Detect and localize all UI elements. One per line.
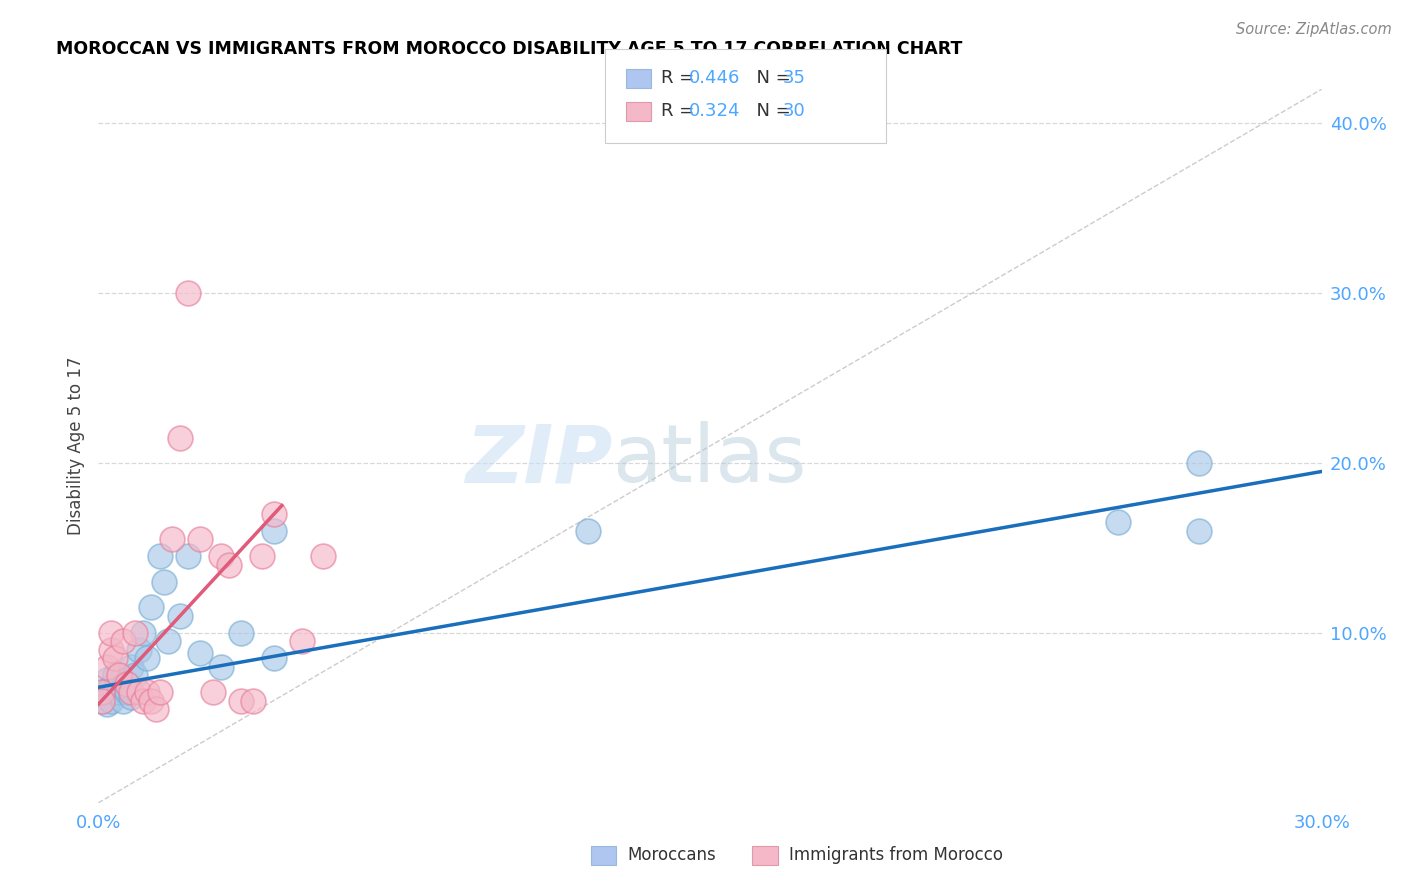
Point (91, 685, 114, 699)
Point (91, 685, 114, 699)
Point (152, 574, 174, 589)
Point (132, 694, 155, 708)
Point (111, 634, 134, 648)
Point (124, 626, 146, 640)
Text: 0.324: 0.324 (689, 103, 741, 120)
Point (104, 685, 127, 699)
Point (250, 549, 273, 564)
Point (231, 626, 253, 640)
Point (108, 685, 131, 699)
Point (100, 626, 122, 640)
Point (128, 643, 150, 657)
Text: N =: N = (745, 70, 797, 87)
Text: ZIP: ZIP (465, 421, 612, 500)
Text: R =: R = (661, 103, 700, 120)
Point (141, 694, 163, 708)
Point (209, 549, 232, 564)
Point (218, 558, 240, 572)
Point (169, 608, 191, 623)
Point (96, 698, 118, 712)
Point (100, 694, 122, 708)
Point (120, 660, 142, 674)
Point (124, 668, 146, 682)
Point (128, 685, 150, 699)
Point (201, 685, 224, 699)
Point (120, 685, 142, 699)
Point (115, 685, 138, 699)
Point (104, 668, 127, 682)
Point (149, 549, 172, 564)
Point (231, 694, 253, 708)
Point (136, 651, 159, 665)
Text: N =: N = (745, 103, 797, 120)
Point (263, 524, 285, 538)
Point (145, 702, 167, 716)
Point (120, 690, 142, 705)
Point (104, 651, 127, 665)
Point (108, 668, 131, 682)
Text: 35: 35 (783, 70, 806, 87)
Point (177, 286, 200, 301)
Point (132, 626, 155, 640)
Point (156, 634, 179, 648)
Point (141, 600, 163, 615)
Y-axis label: Disability Age 5 to 17: Disability Age 5 to 17 (66, 357, 84, 535)
Point (115, 677, 138, 691)
Point (96, 673, 118, 688)
Point (312, 549, 335, 564)
Point (209, 660, 232, 674)
Point (576, 524, 599, 538)
Point (291, 634, 314, 648)
Point (188, 646, 212, 660)
Point (1107, 516, 1129, 530)
Point (149, 685, 172, 699)
Text: Source: ZipAtlas.com: Source: ZipAtlas.com (1236, 22, 1392, 37)
Point (111, 680, 134, 694)
Text: atlas: atlas (612, 421, 807, 500)
Point (160, 533, 183, 547)
Point (111, 694, 134, 708)
Text: Moroccans: Moroccans (627, 847, 716, 864)
Point (177, 549, 200, 564)
Point (100, 680, 122, 694)
Point (169, 430, 191, 444)
Point (1188, 524, 1211, 538)
Point (136, 685, 159, 699)
Point (1188, 456, 1211, 470)
Point (108, 668, 131, 682)
Point (263, 507, 285, 521)
Point (91, 694, 114, 708)
Text: R =: R = (661, 70, 700, 87)
Point (263, 651, 285, 665)
Text: Immigrants from Morocco: Immigrants from Morocco (789, 847, 1002, 864)
Point (188, 533, 212, 547)
Text: 0.446: 0.446 (689, 70, 741, 87)
Point (100, 643, 122, 657)
Point (242, 694, 264, 708)
Text: MOROCCAN VS IMMIGRANTS FROM MOROCCO DISABILITY AGE 5 TO 17 CORRELATION CHART: MOROCCAN VS IMMIGRANTS FROM MOROCCO DISA… (56, 40, 963, 58)
Point (91, 694, 114, 708)
Text: 30: 30 (783, 103, 806, 120)
Point (96, 660, 118, 674)
Point (115, 677, 138, 691)
